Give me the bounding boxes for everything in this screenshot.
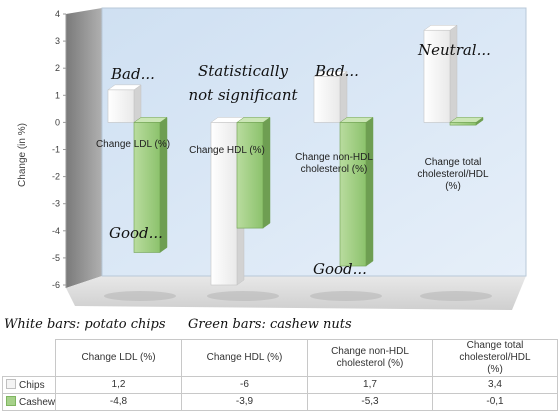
annotation-line: Neutral... <box>417 41 491 59</box>
bars <box>107 24 484 286</box>
annotations: Bad... Statistically not significant Bad...… <box>109 41 491 278</box>
bar-shadow <box>207 291 279 301</box>
bar-cashew <box>339 122 367 267</box>
y-tick-label: -6 <box>52 280 60 290</box>
table-header-line: cholesterol (%) <box>336 358 404 369</box>
table-corner-cell <box>2 339 56 377</box>
table-header-line: cholesterol/HDL <box>459 352 531 363</box>
series-name-cashew: Cashew <box>19 396 56 408</box>
table-row-chips: Chips 1,2 -6 1,7 3,4 <box>2 376 558 394</box>
category-label: Change HDL (%) <box>189 145 265 156</box>
bar-side-chips <box>449 24 458 123</box>
category-label-line: (%) <box>445 181 461 192</box>
table-header-cell: Change HDL (%) <box>181 339 308 377</box>
annotation-line: Bad... <box>314 62 359 80</box>
annotation-line: Good... <box>109 224 163 242</box>
y-axis-title: Change (in %) <box>17 123 28 187</box>
category-label-line: cholesterol (%) <box>301 164 368 175</box>
annotation: Statistically not significant <box>188 62 298 104</box>
category-label-line: Change LDL (%) <box>96 139 170 150</box>
table-cell: -3,9 <box>181 393 308 411</box>
y-tick-label: -4 <box>52 226 60 236</box>
category-label-line: Change HDL (%) <box>189 145 265 156</box>
y-tick-label: 1 <box>55 90 60 100</box>
annotation: Good... <box>109 224 163 242</box>
series-cell-chips: Chips <box>2 376 56 394</box>
annotation-line: Statistically <box>198 62 289 80</box>
floor-shadows <box>104 291 492 301</box>
table-header-line: (%) <box>487 364 503 375</box>
bar-chips <box>107 89 135 123</box>
table-row-cashew: Cashew -4,8 -3,9 -5,3 -0,1 <box>2 393 558 411</box>
bar-cashew <box>133 122 161 253</box>
table-header-cell: Change total cholesterol/HDL (%) <box>432 339 558 377</box>
y-tick-label: 0 <box>55 117 60 127</box>
table-cell: -6 <box>181 376 308 394</box>
bar-chips <box>423 29 451 123</box>
bar-shadow <box>420 291 492 301</box>
data-table: Change LDL (%) Change HDL (%) Change non… <box>2 339 558 411</box>
category-label-line: cholesterol/HDL <box>417 169 489 180</box>
chart-floor <box>66 276 526 310</box>
note-green-bars: Green bars: cashew nuts <box>188 317 352 332</box>
category-label-line: Change non-HDL <box>295 152 373 163</box>
annotation: Good... <box>313 260 367 278</box>
annotation-line: Bad... <box>110 65 155 83</box>
table-cell: 3,4 <box>432 376 558 394</box>
series-cell-cashew: Cashew <box>2 393 56 411</box>
y-tick-label: 3 <box>55 36 60 46</box>
y-tick-label: 2 <box>55 63 60 73</box>
legend-swatch-chips <box>6 378 16 389</box>
table-header-line: Change non-HDL <box>331 346 409 357</box>
bar-side-chips <box>133 84 142 123</box>
annotation: Bad... <box>314 62 359 80</box>
category-label: Change total cholesterol/HDL (%) <box>417 157 489 192</box>
annotation: Bad... <box>110 65 155 83</box>
bar-shadow <box>310 291 382 301</box>
y-tick-label: 4 <box>55 9 60 19</box>
y-tick-label: -3 <box>52 199 60 209</box>
table-header-line: Change total <box>466 340 524 351</box>
annotation: Neutral... <box>417 41 491 59</box>
category-label: Change non-HDL cholesterol (%) <box>295 152 373 175</box>
chart-side-wall <box>66 8 102 288</box>
bar-chips <box>313 76 341 123</box>
bar-side-cashew <box>365 116 374 267</box>
chart-area: 4 3 2 1 0 -1 -2 -3 -4 -5 -6 Change (in %) Change L… <box>17 7 527 310</box>
table-header-cell: Change non-HDL cholesterol (%) <box>307 339 433 377</box>
table-cell: -5,3 <box>307 393 433 411</box>
category-label: Change LDL (%) <box>96 139 170 150</box>
table-cell: 1,7 <box>307 376 433 394</box>
y-tick-label: -2 <box>52 172 60 182</box>
bar-shadow <box>104 291 176 301</box>
note-white-bars: White bars: potato chips <box>4 317 166 332</box>
annotation-line: Good... <box>313 260 367 278</box>
table-cell: -4,8 <box>55 393 182 411</box>
table-header-cell: Change LDL (%) <box>55 339 182 377</box>
category-labels: Change LDL (%) Change HDL (%) Change non-H… <box>96 139 489 192</box>
table-cell: 1,2 <box>55 376 182 394</box>
y-tick-label: -1 <box>52 145 60 155</box>
annotation-line: not significant <box>188 86 298 104</box>
bar-cashew <box>449 122 477 126</box>
bar-side-cashew <box>262 116 271 229</box>
category-label-line: Change total <box>425 157 482 168</box>
table-header-row: Change LDL (%) Change HDL (%) Change non… <box>2 339 558 377</box>
table-cell: -0,1 <box>432 393 558 411</box>
legend-swatch-cashew <box>6 395 16 406</box>
y-tick-label: -5 <box>52 253 60 263</box>
bar-cashew <box>236 122 264 229</box>
series-name-chips: Chips <box>19 379 45 391</box>
y-axis-ticks: 4 3 2 1 0 -1 -2 -3 -4 -5 -6 <box>52 9 66 290</box>
